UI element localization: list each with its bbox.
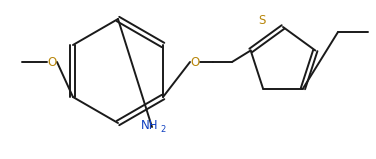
Text: O: O <box>47 55 57 69</box>
Text: O: O <box>190 55 200 69</box>
Text: 2: 2 <box>160 125 165 134</box>
Text: S: S <box>258 14 266 28</box>
Text: NH: NH <box>141 119 159 132</box>
